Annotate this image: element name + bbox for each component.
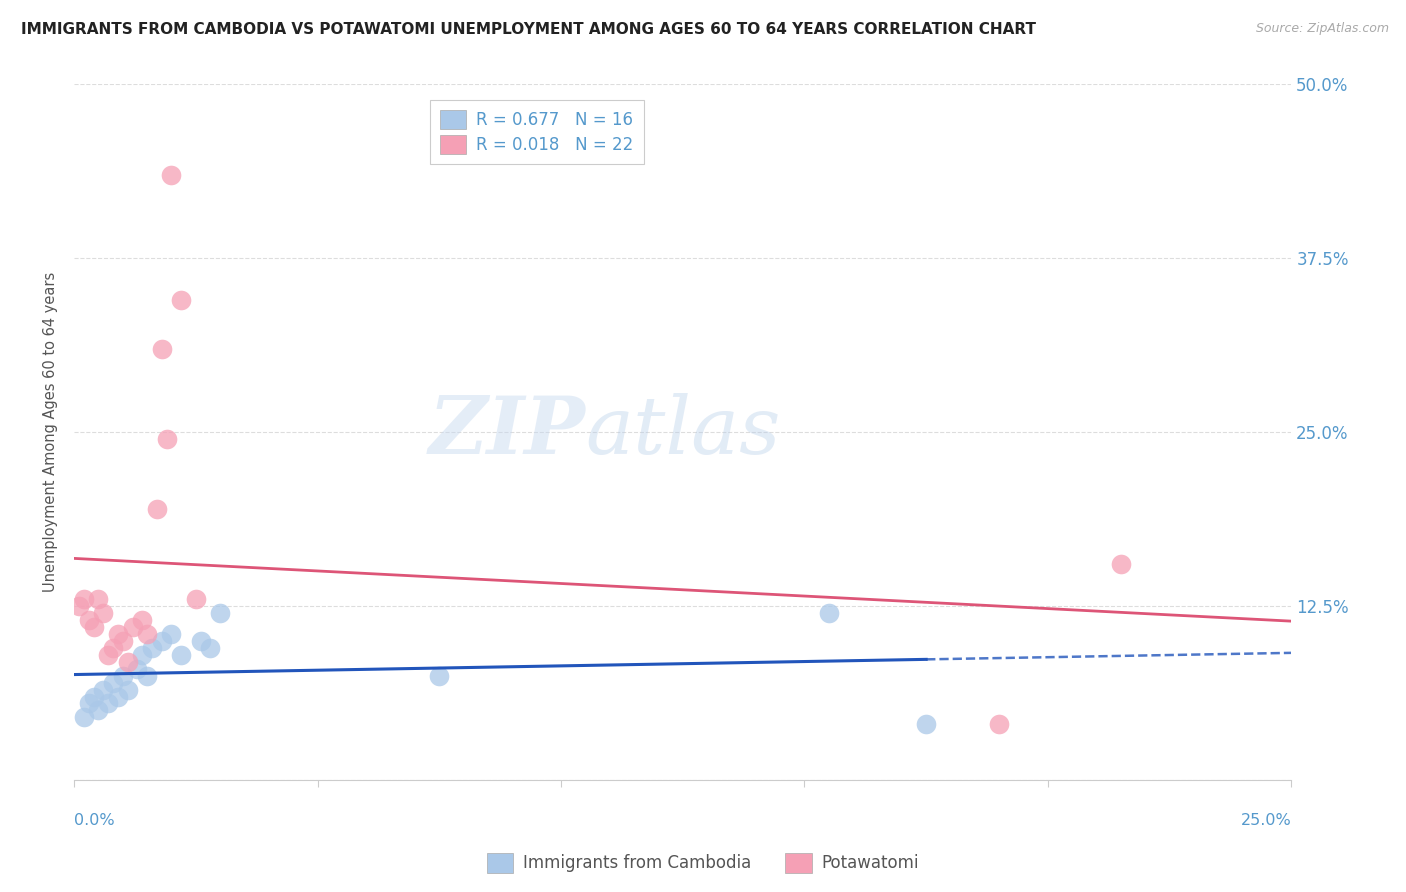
Point	[117, 682, 139, 697]
Point	[160, 627, 183, 641]
Text: Source: ZipAtlas.com: Source: ZipAtlas.com	[1256, 22, 1389, 36]
Point	[73, 592, 96, 607]
Text: IMMIGRANTS FROM CAMBODIA VS POTAWATOMI UNEMPLOYMENT AMONG AGES 60 TO 64 YEARS CO: IMMIGRANTS FROM CAMBODIA VS POTAWATOMI U…	[21, 22, 1036, 37]
Point	[190, 633, 212, 648]
Legend: Immigrants from Cambodia, Potawatomi: Immigrants from Cambodia, Potawatomi	[479, 847, 927, 880]
Point	[117, 655, 139, 669]
Point	[77, 697, 100, 711]
Point	[160, 168, 183, 182]
Point	[1109, 558, 1132, 572]
Point	[136, 668, 159, 682]
Point	[97, 648, 120, 662]
Point	[131, 613, 153, 627]
Point	[107, 627, 129, 641]
Point	[91, 682, 114, 697]
Legend: R = 0.677   N = 16, R = 0.018   N = 22: R = 0.677 N = 16, R = 0.018 N = 22	[430, 100, 644, 164]
Point	[155, 432, 177, 446]
Point	[97, 697, 120, 711]
Point	[77, 613, 100, 627]
Point	[209, 606, 232, 620]
Point	[73, 710, 96, 724]
Text: 25.0%: 25.0%	[1240, 814, 1291, 829]
Point	[915, 717, 938, 731]
Point	[817, 606, 839, 620]
Point	[83, 690, 105, 704]
Point	[200, 640, 222, 655]
Point	[427, 668, 450, 682]
Point	[87, 592, 110, 607]
Point	[107, 690, 129, 704]
Y-axis label: Unemployment Among Ages 60 to 64 years: Unemployment Among Ages 60 to 64 years	[44, 272, 58, 592]
Point	[83, 620, 105, 634]
Text: 0.0%: 0.0%	[75, 814, 115, 829]
Point	[150, 342, 173, 356]
Point	[184, 592, 207, 607]
Point	[101, 675, 124, 690]
Point	[146, 501, 169, 516]
Point	[141, 640, 163, 655]
Point	[150, 633, 173, 648]
Point	[170, 648, 193, 662]
Point	[131, 648, 153, 662]
Point	[136, 627, 159, 641]
Point	[121, 620, 143, 634]
Point	[127, 662, 149, 676]
Point	[67, 599, 90, 613]
Point	[170, 293, 193, 307]
Text: ZIP: ZIP	[429, 393, 585, 471]
Point	[111, 668, 134, 682]
Point	[87, 703, 110, 717]
Point	[111, 633, 134, 648]
Point	[988, 717, 1011, 731]
Point	[101, 640, 124, 655]
Text: atlas: atlas	[585, 393, 780, 471]
Point	[91, 606, 114, 620]
